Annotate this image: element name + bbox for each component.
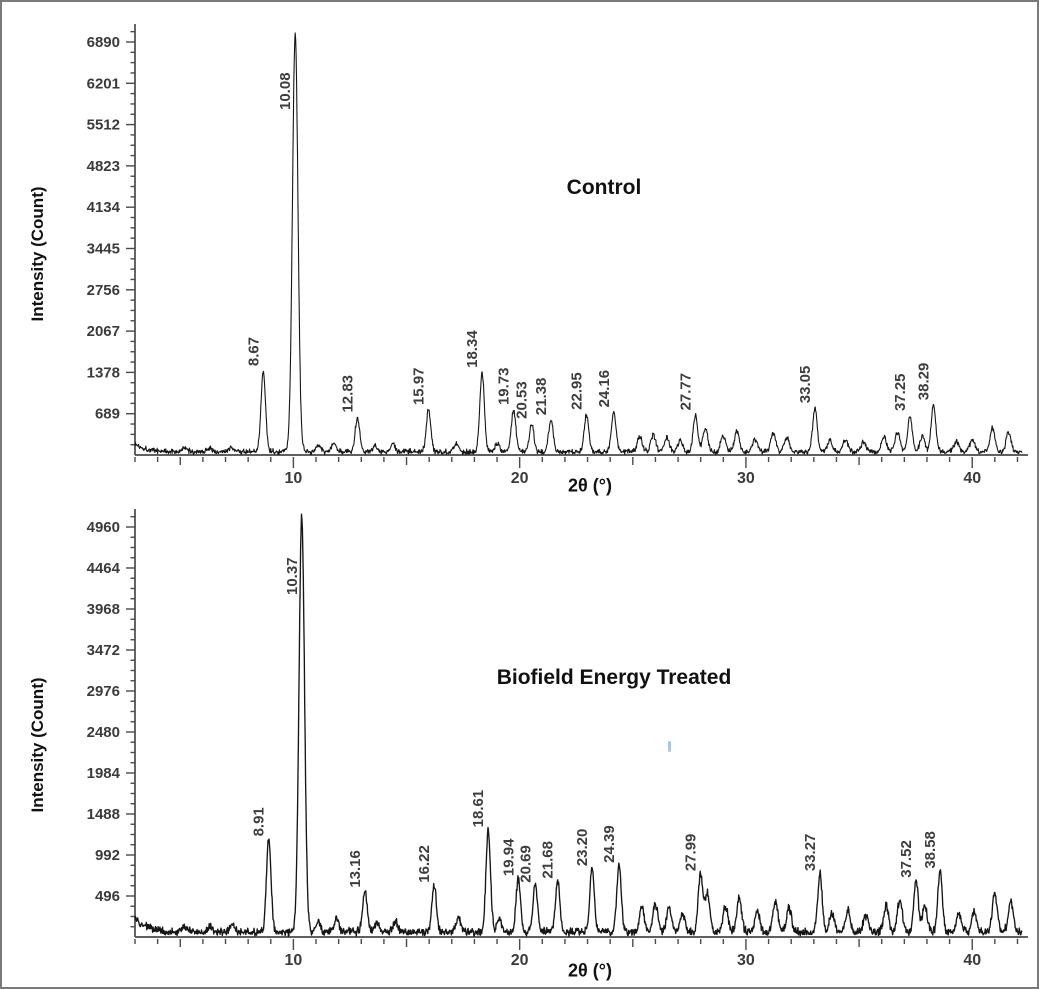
chart-biofield-treated: 10 20 30 40 496 992 1488 1984 2480 2976 3472 3968 44…: [2, 499, 1037, 987]
y-tick-label: 1984: [87, 765, 121, 782]
peak-label: 8.67: [245, 337, 262, 366]
peak-label: 21.68: [540, 841, 557, 879]
peak-label: 33.27: [802, 834, 819, 872]
y-tick-label: 3968: [87, 601, 120, 618]
x-tick-label: 40: [963, 952, 981, 969]
peak-label: 18.61: [470, 790, 487, 828]
peak-label: 33.05: [797, 366, 814, 404]
peak-label: 12.83: [339, 375, 356, 413]
y-tick-label: 2480: [87, 724, 120, 741]
x-tick-label: 10: [284, 470, 302, 487]
y-axis-label-treated: Intensity (Count): [28, 677, 47, 813]
y-tick-label: 4464: [87, 560, 121, 577]
y-tick-label: 6201: [87, 75, 120, 92]
y-tick-label: 2756: [87, 282, 120, 299]
peak-label: 22.95: [568, 372, 585, 410]
y-tick-label: 1378: [87, 364, 120, 381]
peak-label: 27.77: [677, 373, 694, 411]
peak-label: 8.91: [251, 807, 268, 836]
treated-chart-canvas: 10 20 30 40 496 992 1488 1984 2480 2976 3472 3968 44…: [87, 509, 1028, 969]
x-tick-label: 40: [963, 470, 981, 487]
x-tick-label: 30: [737, 952, 755, 969]
peak-label: 15.97: [410, 367, 427, 405]
peak-label: 38.58: [922, 831, 939, 869]
peak-label: 10.37: [284, 557, 301, 595]
chart-title-control: Control: [566, 176, 642, 199]
y-tick-label: 2976: [87, 683, 120, 700]
peak-label: 19.73: [496, 367, 513, 405]
control-chart-canvas: 10 20 30 40 689 1378 2067 2756 3445 4134 4823 5512 6…: [87, 24, 1028, 487]
y-axis-label-control: Intensity (Count): [28, 186, 47, 322]
x-axis-label-treated: 2θ (°): [568, 960, 612, 981]
y-tick-label: 496: [95, 888, 120, 905]
peak-label: 38.29: [916, 363, 933, 401]
x-tick-label: 10: [284, 952, 302, 969]
peak-label: 13.16: [347, 850, 364, 888]
chart-title-treated: Biofield Energy Treated: [496, 666, 732, 689]
y-tick-label: 2067: [87, 323, 120, 340]
y-tick-label: 4134: [87, 199, 121, 216]
chart-control: 10 20 30 40 689 1378 2067 2756 3445 4134 4823 5512 6…: [2, 2, 1037, 499]
peak-label: 10.08: [277, 72, 294, 110]
peak-label: 21.38: [533, 378, 550, 416]
y-tick-label: 689: [95, 406, 120, 423]
peak-label: 24.39: [601, 825, 618, 863]
y-tick-label: 6890: [87, 34, 120, 51]
xrd-trace: [134, 32, 1023, 456]
y-tick-label: 4960: [87, 519, 120, 536]
x-tick-label: 20: [511, 470, 529, 487]
peak-label: 37.52: [898, 840, 915, 878]
peak-label: 20.69: [517, 845, 534, 883]
y-tick-label: 3445: [87, 240, 120, 257]
y-tick-label: 1488: [87, 806, 120, 823]
peak-label: 16.22: [416, 845, 433, 883]
stray-cursor-artifact: [668, 741, 671, 752]
y-tick-label: 3472: [87, 642, 120, 659]
peak-label: 23.20: [574, 829, 591, 867]
xrd-trace: [134, 513, 1023, 938]
peak-label: 18.34: [464, 330, 481, 368]
y-tick-label: 5512: [87, 117, 120, 134]
peak-label: 37.25: [892, 373, 909, 411]
y-tick-label: 4823: [87, 158, 120, 175]
x-axis-label-control: 2θ (°): [568, 475, 612, 496]
peak-label: 24.16: [596, 370, 613, 408]
x-tick-label: 30: [737, 470, 755, 487]
peak-label: 20.53: [514, 381, 531, 419]
peak-label: 27.99: [682, 834, 699, 872]
x-tick-label: 20: [511, 952, 529, 969]
peak-label: 19.94: [500, 838, 517, 876]
y-tick-label: 992: [95, 847, 120, 864]
